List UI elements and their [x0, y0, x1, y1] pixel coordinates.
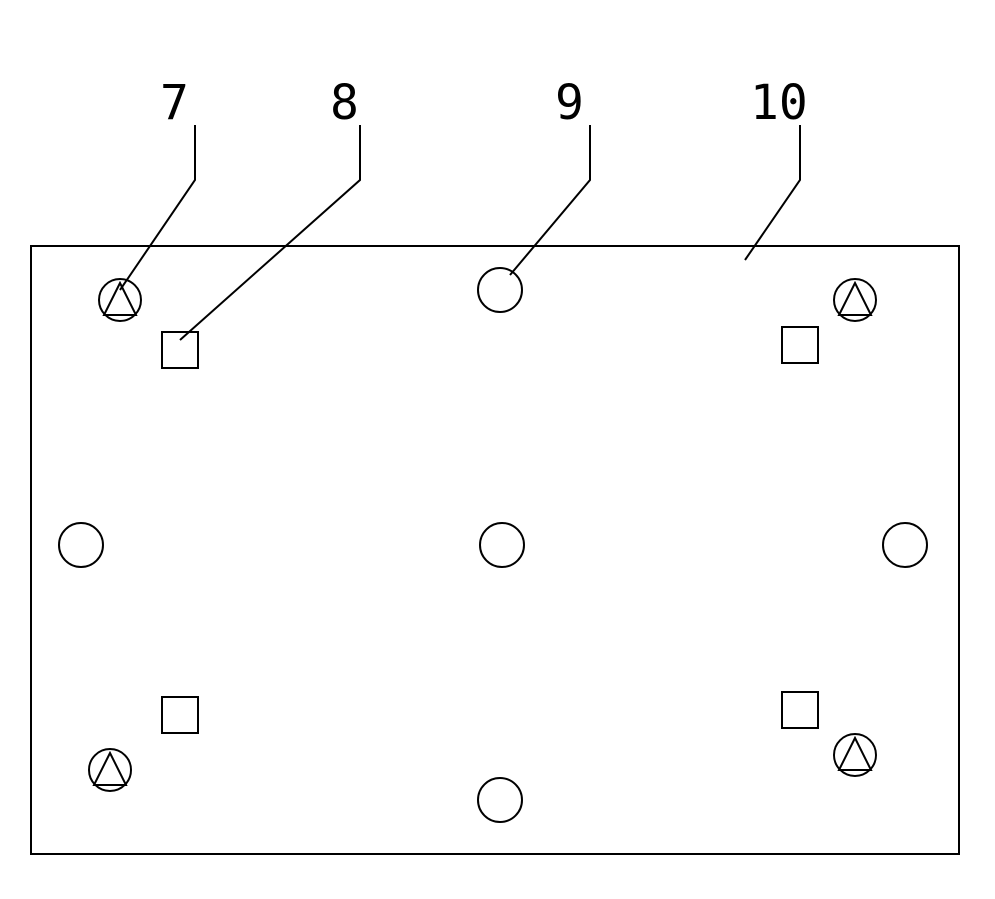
marker-7-top-right	[832, 277, 878, 323]
marker-8-bottom-right	[781, 691, 819, 729]
marker-8-top-right	[781, 326, 819, 364]
marker-9-mid-left	[58, 522, 104, 568]
leader-10	[745, 125, 800, 260]
marker-8-top-left	[161, 331, 199, 369]
marker-7-bottom-left	[87, 747, 133, 793]
marker-8-bottom-left	[161, 696, 199, 734]
marker-9-mid-right	[882, 522, 928, 568]
marker-7-bottom-right	[832, 732, 878, 778]
marker-7-top-left	[97, 277, 143, 323]
marker-9-mid-center	[479, 522, 525, 568]
marker-9-bottom-center	[477, 777, 523, 823]
marker-9-top-center	[477, 267, 523, 313]
